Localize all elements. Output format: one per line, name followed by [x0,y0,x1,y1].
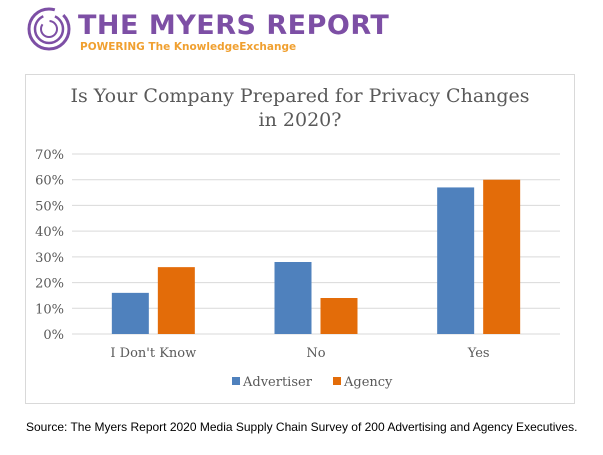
source-note: Source: The Myers Report 2020 Media Supp… [26,420,578,434]
y-tick-label: 40% [35,225,64,240]
legend-swatch [333,377,341,385]
logo-title: THE MYERS REPORT [78,10,390,41]
y-tick-label: 60% [35,174,64,189]
legend-label: Agency [343,375,393,390]
legend-label: Advertiser [242,375,313,390]
bar-agency [157,267,195,334]
x-axis-ticks: I Don't Know No Yes [110,346,489,361]
y-tick-label: 10% [35,302,64,317]
y-tick-label: 70% [35,148,64,163]
chart-title-line-2: in 2020? [258,109,342,131]
y-tick-label: 0% [43,328,64,343]
bar-agency [483,179,521,334]
bar-advertiser [437,187,475,334]
legend-swatch [232,377,240,385]
chart-title-line-1: Is Your Company Prepared for Privacy Cha… [70,85,530,107]
y-axis-ticks: 0% 10% 20% 30% 40% 50% 60% 70% [35,148,64,343]
brand-logo: THE MYERS REPORT POWERING The KnowledgeE… [26,6,389,56]
chart-title: Is Your Company Prepared for Privacy Cha… [25,84,575,132]
chart-frame [25,74,575,404]
legend: Advertiser Agency [232,375,393,390]
x-tick-label: No [306,346,325,361]
logo-subtitle: POWERING The KnowledgeExchange [80,41,297,53]
bar-agency [320,298,358,334]
x-tick-label: I Don't Know [110,346,196,361]
y-tick-label: 20% [35,277,64,292]
logo-ring-icon [27,7,71,51]
bar-advertiser [274,262,312,334]
x-tick-label: Yes [467,346,490,361]
y-tick-label: 30% [35,251,64,266]
gridlines [72,153,560,335]
bars [111,179,521,334]
bar-advertiser [111,292,149,334]
y-tick-label: 50% [35,199,64,214]
